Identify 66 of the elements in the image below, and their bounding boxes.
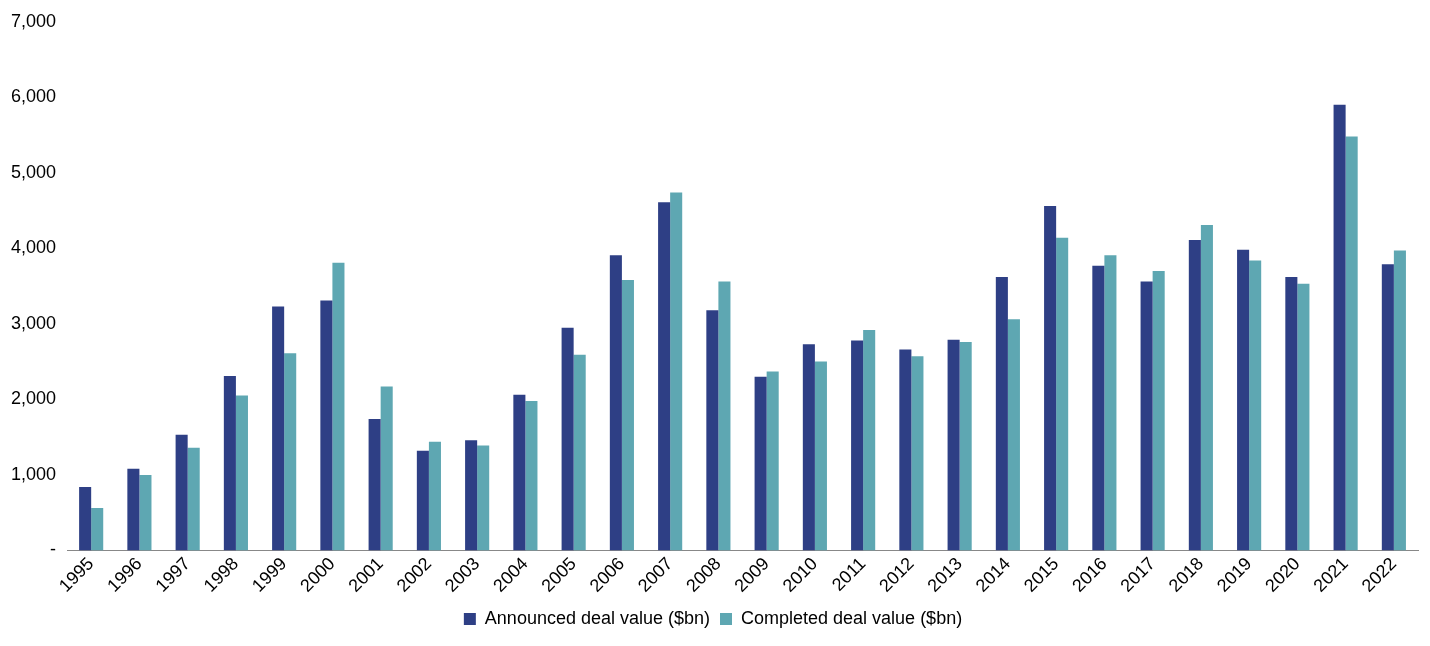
bar (561, 327, 574, 551)
bar (947, 339, 960, 551)
bar (428, 441, 441, 551)
bar (1393, 250, 1406, 551)
bar (621, 280, 634, 551)
y-tick-label: 6,000 (11, 86, 57, 107)
legend-label: Announced deal value ($bn) (484, 607, 711, 628)
bar (1381, 264, 1394, 551)
bar (1249, 260, 1262, 551)
bar (272, 306, 285, 551)
bar (380, 386, 393, 551)
bar (284, 353, 297, 551)
bar (863, 329, 876, 551)
bar (1007, 319, 1020, 551)
bar (1297, 283, 1310, 551)
bar (670, 192, 683, 551)
bar (1285, 277, 1298, 551)
bar (766, 371, 779, 551)
bar (1152, 271, 1165, 551)
bar (513, 394, 526, 551)
bar (851, 340, 864, 551)
bar (1056, 237, 1069, 551)
y-tick-label: 4,000 (11, 237, 57, 258)
bar (223, 375, 236, 551)
bar (802, 344, 815, 551)
bar (320, 300, 333, 551)
bar (814, 361, 827, 551)
y-tick-label: 7,000 (11, 10, 57, 31)
bar (706, 310, 719, 551)
bar (1188, 240, 1201, 551)
bar (465, 440, 478, 551)
bar (416, 450, 429, 551)
bar (332, 262, 345, 551)
bar (91, 508, 104, 551)
bar (718, 281, 731, 551)
bar (1044, 206, 1057, 551)
bar (911, 356, 924, 551)
bar (1345, 136, 1358, 551)
bar (127, 468, 140, 551)
bar (609, 255, 622, 551)
bar (995, 277, 1008, 551)
y-tick-label: - (50, 539, 57, 560)
bar (1140, 281, 1153, 551)
bar (1092, 265, 1105, 551)
bar (139, 474, 152, 551)
bar (79, 486, 92, 551)
legend-label: Completed deal value ($bn) (741, 607, 963, 628)
y-tick-label: 5,000 (11, 161, 57, 182)
bar (1200, 224, 1213, 551)
bar (959, 341, 972, 551)
bar (175, 434, 188, 551)
bar (658, 202, 671, 551)
bar (754, 376, 767, 551)
bar (899, 349, 912, 551)
bar (525, 400, 538, 551)
bar (1104, 255, 1117, 551)
y-tick-label: 1,000 (11, 463, 57, 484)
bar (235, 395, 248, 551)
bar (477, 445, 490, 551)
bar (368, 419, 381, 551)
bar (573, 354, 586, 551)
bar (1237, 249, 1250, 551)
bar (1333, 104, 1346, 551)
y-tick-label: 2,000 (11, 388, 57, 409)
y-tick-label: 3,000 (11, 312, 57, 333)
bar (187, 447, 200, 551)
